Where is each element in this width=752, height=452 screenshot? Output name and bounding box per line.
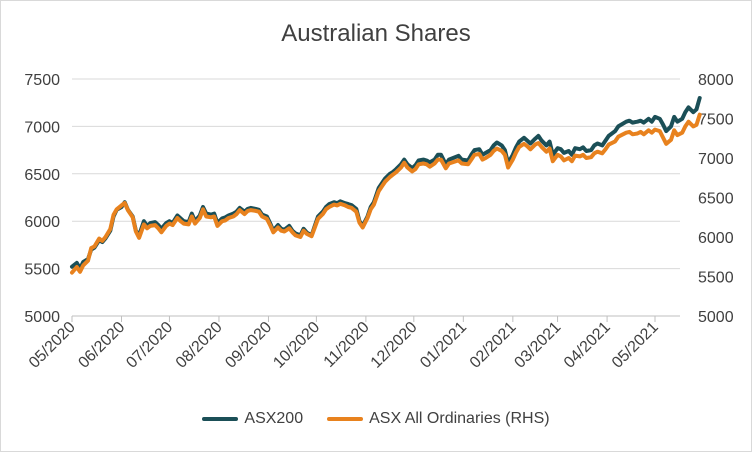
x-tick-label: 04/2021 bbox=[561, 319, 614, 372]
y-left-tick-label: 7500 bbox=[24, 72, 60, 89]
x-tick-label: 10/2020 bbox=[270, 319, 323, 372]
x-tick-label: 06/2020 bbox=[75, 319, 128, 372]
x-tick-label: 05/2020 bbox=[26, 319, 79, 372]
legend-label-all-ordinaries: ASX All Ordinaries (RHS) bbox=[369, 410, 550, 427]
x-tick-label: 09/2020 bbox=[222, 319, 275, 372]
legend-item-all-ordinaries: ASX All Ordinaries (RHS) bbox=[327, 410, 550, 428]
series-line-all-ordinaries bbox=[70, 112, 702, 275]
legend-label-asx200: ASX200 bbox=[244, 410, 304, 427]
x-tick-label: 12/2020 bbox=[368, 319, 421, 372]
y-right-tick-label: 6000 bbox=[698, 230, 734, 247]
x-tick-label: 07/2020 bbox=[123, 319, 176, 372]
x-tick-label: 02/2021 bbox=[467, 319, 520, 372]
y-left-tick-label: 7000 bbox=[24, 119, 60, 136]
y-left-tick-label: 6000 bbox=[24, 214, 60, 231]
x-tick-label: 05/2021 bbox=[609, 319, 662, 372]
x-tick-label: 08/2020 bbox=[173, 319, 226, 372]
x-tick-label: 03/2021 bbox=[511, 319, 564, 372]
y-left-tick-label: 5000 bbox=[24, 309, 60, 326]
series-lines bbox=[70, 96, 702, 275]
y-right-tick-label: 7500 bbox=[698, 112, 734, 129]
x-tick-label: 11/2020 bbox=[321, 319, 373, 371]
legend-swatch-asx200 bbox=[202, 417, 239, 421]
y-right-tick-label: 5000 bbox=[698, 309, 734, 326]
y-right-tick-label: 8000 bbox=[698, 72, 734, 89]
y-right-tick-label: 7000 bbox=[698, 151, 734, 168]
legend-item-asx200: ASX200 bbox=[202, 410, 303, 428]
y-right-tick-label: 5500 bbox=[698, 270, 734, 287]
legend-swatch-all-ordinaries bbox=[327, 417, 364, 421]
y-left-tick-label: 6500 bbox=[24, 167, 60, 184]
y-left-tick-label: 5500 bbox=[24, 262, 60, 279]
axes: 5000 5500 6000 6500 7000 7500 5000 5500 6000 6500… bbox=[24, 72, 733, 372]
legend: ASX200 ASX All Ordinaries (RHS) bbox=[0, 410, 752, 428]
x-tick-label: 01/2021 bbox=[417, 319, 470, 372]
gridlines bbox=[72, 78, 680, 317]
y-right-tick-label: 6500 bbox=[698, 191, 734, 208]
chart-title: Australian Shares bbox=[281, 20, 471, 47]
